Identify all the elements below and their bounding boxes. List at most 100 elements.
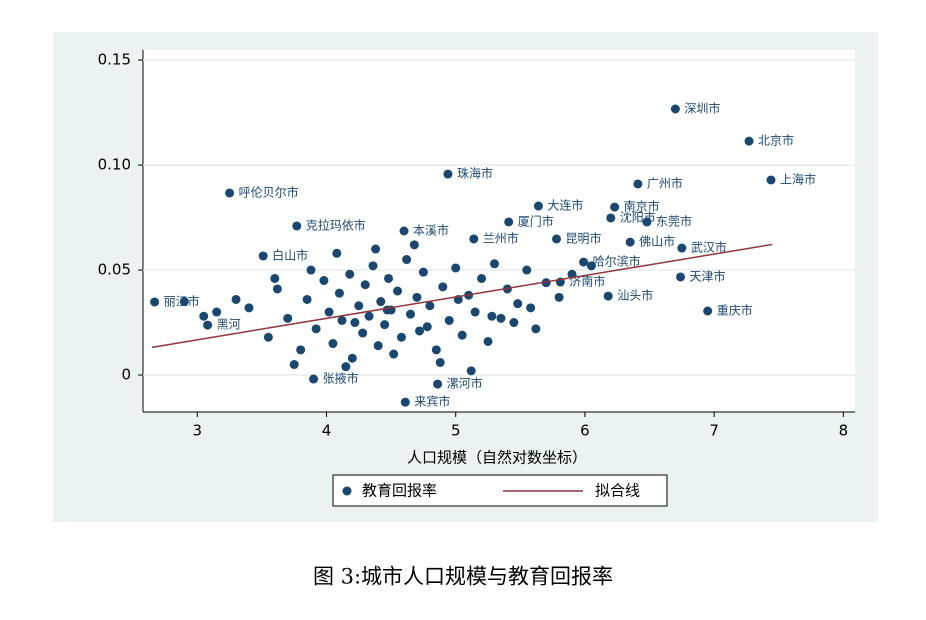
point-label: 汕头市: [617, 288, 653, 303]
point: [603, 291, 613, 301]
caption: 图 3:城市人口规模与教育回报率: [313, 565, 613, 589]
x-tick-label: 5: [451, 422, 461, 440]
point: [382, 305, 392, 315]
point: [384, 273, 394, 283]
point: [244, 303, 254, 313]
point: [341, 362, 351, 372]
point: [522, 265, 532, 275]
point: [610, 202, 620, 212]
point: [332, 248, 342, 258]
point: [306, 265, 316, 275]
point-label: 来宾市: [414, 394, 450, 409]
point-label: 克拉玛依市: [306, 217, 366, 232]
y-tick-label: 0.15: [98, 51, 131, 69]
point: [405, 309, 415, 319]
point: [418, 267, 428, 277]
point: [337, 315, 347, 325]
point: [396, 332, 406, 342]
point-label: 哈尔滨市: [593, 254, 641, 269]
point: [231, 294, 241, 304]
point: [477, 273, 487, 283]
point: [292, 221, 302, 231]
point: [150, 297, 160, 307]
point-label: 珠海市: [457, 166, 493, 181]
point: [258, 251, 268, 261]
point: [324, 307, 334, 317]
legend-marker: [342, 486, 352, 496]
y-tick-label: 0.10: [98, 156, 131, 174]
point: [457, 330, 467, 340]
point: [319, 276, 329, 286]
point: [744, 136, 754, 146]
point: [496, 313, 506, 323]
x-tick-label: 4: [322, 422, 332, 440]
point: [487, 311, 497, 321]
point: [289, 360, 299, 370]
point: [509, 318, 519, 328]
point: [358, 328, 368, 338]
point: [438, 282, 448, 292]
point-label: 重庆市: [717, 303, 753, 318]
point: [606, 213, 616, 223]
point: [296, 345, 306, 355]
x-tick-label: 7: [709, 422, 719, 440]
point: [633, 179, 643, 189]
point: [328, 339, 338, 349]
point: [364, 311, 374, 321]
point-label: 漯河市: [447, 376, 483, 391]
point: [347, 353, 357, 363]
point: [642, 217, 652, 227]
point-label: 东莞市: [656, 213, 692, 228]
point: [409, 240, 419, 250]
x-tick-label: 3: [192, 422, 202, 440]
point-label: 厦门市: [518, 213, 554, 228]
point: [263, 332, 273, 342]
x-tick-label: 6: [580, 422, 590, 440]
point: [579, 257, 589, 267]
point: [412, 292, 422, 302]
point: [203, 320, 213, 330]
point: [625, 237, 635, 247]
point: [334, 288, 344, 298]
point-label: 昆明市: [566, 230, 602, 245]
point-label: 深圳市: [684, 101, 720, 116]
point-label: 上海市: [780, 171, 816, 186]
point: [350, 318, 360, 328]
point: [552, 234, 562, 244]
point-label: 南京市: [624, 199, 660, 214]
point: [676, 272, 686, 282]
point: [483, 336, 493, 346]
point-label: 白山市: [272, 247, 308, 262]
plot-area: [143, 50, 855, 412]
point: [766, 175, 776, 185]
point: [389, 349, 399, 359]
point-label: 本溪市: [413, 223, 449, 238]
point: [435, 357, 445, 367]
point: [567, 269, 577, 279]
point: [179, 297, 189, 307]
legend-label: 教育回报率: [362, 482, 437, 500]
point-label: 大连市: [547, 198, 583, 213]
point: [376, 297, 386, 307]
point-label: 佛山市: [639, 234, 675, 249]
point-label: 呼伦贝尔市: [239, 184, 299, 199]
x-tick-label: 8: [839, 422, 849, 440]
legend-label: 拟合线: [595, 482, 640, 500]
point: [368, 261, 378, 271]
point: [373, 341, 383, 351]
point: [526, 303, 536, 313]
point: [225, 188, 235, 198]
point: [431, 345, 441, 355]
point: [302, 294, 312, 304]
point-label: 张掖市: [323, 371, 359, 386]
point: [443, 169, 453, 179]
fit-line: [151, 243, 773, 349]
point: [212, 307, 222, 317]
point: [345, 269, 355, 279]
point-label: 天津市: [690, 268, 726, 283]
point: [466, 366, 476, 376]
y-tick-label: 0.05: [98, 261, 131, 279]
point: [554, 292, 564, 302]
point: [533, 201, 543, 211]
